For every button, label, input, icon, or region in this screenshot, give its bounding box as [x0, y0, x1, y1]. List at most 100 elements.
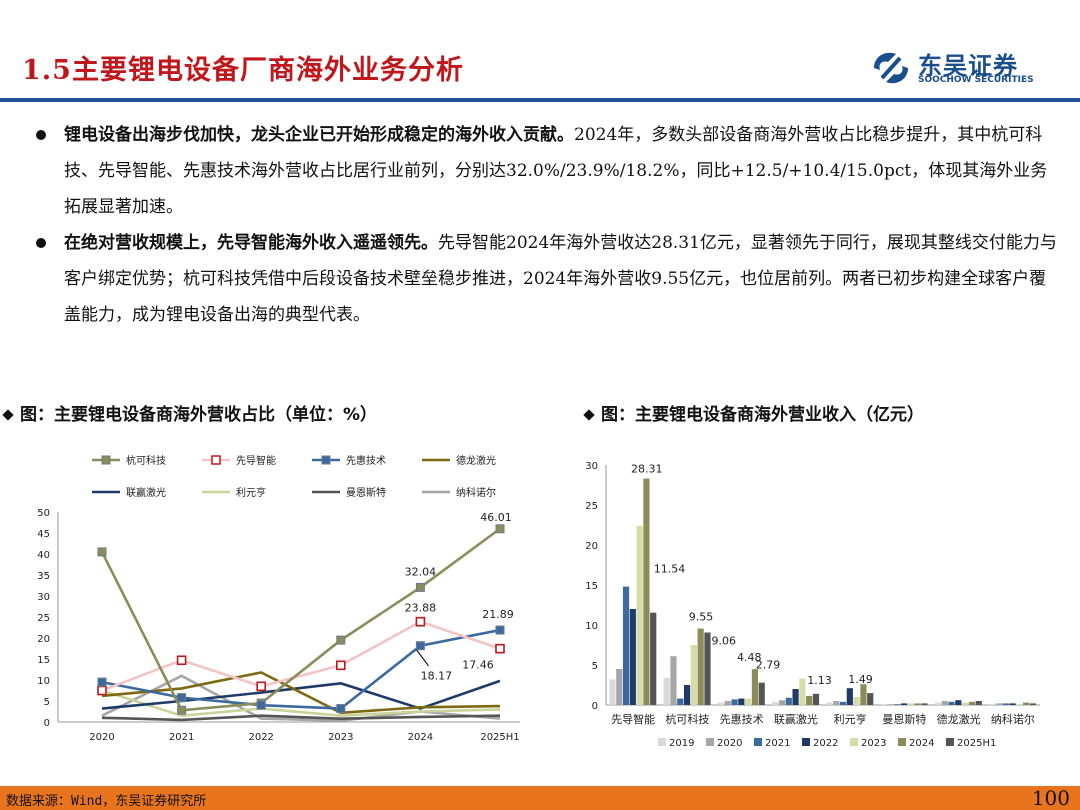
bar: [650, 612, 657, 705]
y-tick-label: 50: [37, 508, 50, 519]
bar: [948, 701, 955, 705]
legend-swatch: [802, 738, 810, 746]
bullet-list: 锂电设备出海步伐加快，龙头企业已开始形成稳定的海外收入贡献。2024年，多数头部…: [34, 117, 1059, 333]
bar: [677, 698, 684, 705]
x-tick-label: 纳科诺尔: [991, 712, 1035, 726]
legend-label: 联赢激光: [126, 486, 166, 499]
x-tick-label: 曼恩斯特: [882, 712, 926, 726]
left-chart-title: 图：主要锂电设备商海外营收占比（单位：%）: [2, 400, 378, 425]
bar: [900, 703, 908, 705]
legend-item: 先惠技术: [312, 454, 386, 467]
legend-swatch: [706, 738, 714, 746]
data-label: 1.13: [807, 674, 832, 687]
x-tick-label: 2020: [89, 732, 114, 743]
data-label: 18.17: [421, 670, 453, 683]
legend-label: 2023: [861, 738, 886, 749]
page-title: 1.5主要锂电设备厂商海外业务分析: [22, 55, 464, 86]
overseas-revenue-bar-chart: 0 5 10 15 20 25 30 先导智能 杭可科技 先惠技术 联赢激光 利元亨 曼恩斯特 德龙激光纳…: [585, 461, 1040, 749]
series-point: [495, 524, 505, 534]
series-point: [256, 681, 266, 692]
bar: [894, 704, 901, 705]
y-tick-label: 5: [592, 661, 598, 672]
legend-label: 2024: [909, 738, 934, 749]
x-tick-label: 2024: [408, 732, 433, 743]
data-label: 9.55: [689, 611, 714, 624]
series-point: [335, 660, 346, 671]
bullet-text: 2024年，多数头部设备商海外营收占比稳步提升，其中杭可科技、先导智能、先惠技术…: [64, 125, 1048, 217]
bar: [670, 656, 677, 705]
series-line: [101, 628, 501, 710]
overseas-ratio-line-chart: 0 5 10 15 20 25 30 35 40 45 50 2020 2021 2022 2023 2024…: [37, 454, 520, 743]
bar: [697, 628, 704, 705]
legend-label: 2025H1: [957, 738, 996, 749]
legend-label: 先导智能: [236, 454, 276, 467]
legend-label: 2021: [765, 738, 790, 749]
bar: [914, 703, 921, 705]
data-label: 17.46: [462, 659, 494, 672]
legend-swatch: [898, 738, 906, 746]
series-line: [101, 679, 501, 710]
legend-item: 德龙激光: [422, 454, 496, 467]
data-label: 1.49: [848, 673, 873, 686]
bar: [690, 645, 697, 705]
bar: [880, 704, 887, 705]
footer-bar: 数据来源：Wind，东吴证券研究所 100: [0, 786, 1080, 810]
bullet-item: 在绝对营收规模上，先导智能海外收入遥遥领先。先导智能2024年海外营收达28.3…: [34, 225, 1059, 333]
legend-item: 2025H1: [946, 738, 996, 749]
series-point: [495, 625, 505, 635]
brand-logo: 东吴证券 SOOCHOW SECURITIES: [870, 48, 1060, 90]
series-line: [101, 620, 501, 692]
page-number: 100: [1031, 786, 1070, 810]
series-point: [495, 643, 505, 654]
x-tick-label: 德龙激光: [937, 712, 981, 726]
data-label: 28.31: [631, 463, 663, 476]
bar: [812, 693, 820, 705]
bar: [995, 703, 1003, 705]
bar: [955, 700, 962, 705]
bar: [853, 697, 860, 705]
series-point: [336, 704, 346, 714]
bullet-item: 锂电设备出海步伐加快，龙头企业已开始形成稳定的海外收入贡献。2024年，多数头部…: [34, 117, 1059, 225]
y-tick-label: 35: [37, 571, 50, 582]
bar: [887, 704, 894, 705]
bullet-bold-text: 锂电设备出海步伐加快，龙头企业已开始形成稳定的海外收入贡献。: [64, 125, 574, 145]
y-tick-label: 20: [37, 634, 50, 645]
bar: [792, 689, 799, 705]
series-point: [177, 693, 187, 703]
x-tick-label: 先导智能: [611, 712, 655, 726]
left-chart-title-text: 图：主要锂电设备商海外营收占比（单位：%）: [20, 405, 378, 425]
data-label: 4.48: [737, 651, 762, 664]
bar: [867, 693, 874, 705]
bar: [704, 632, 711, 705]
x-tick-label: 利元亨: [834, 712, 867, 726]
bar: [785, 697, 792, 705]
data-label: 32.04: [405, 565, 437, 578]
bar: [731, 699, 738, 705]
legend-item: 2019: [658, 738, 694, 749]
bullet-dot-icon: [36, 238, 46, 248]
logo-text-cn: 东吴证券: [918, 52, 1018, 80]
bar: [622, 586, 630, 705]
legend-marker: [321, 455, 331, 465]
legend-marker: [101, 455, 111, 465]
right-chart-title-text: 图：主要锂电设备商海外营业收入（亿元）: [601, 405, 924, 425]
bar: [806, 695, 813, 705]
soochow-logo-icon: [874, 52, 908, 84]
bar: [839, 701, 847, 705]
legend-swatch: [850, 738, 858, 746]
bar: [1016, 704, 1023, 705]
bar: [833, 701, 840, 705]
x-tick-label: 联赢激光: [774, 712, 818, 726]
y-tick-label: 15: [585, 581, 598, 592]
y-tick-label: 25: [37, 613, 50, 624]
bar: [616, 669, 623, 705]
y-tick-label: 30: [585, 461, 598, 472]
y-tick-label: 0: [44, 718, 50, 729]
bar: [738, 698, 745, 705]
diamond-icon: [2, 409, 14, 421]
x-tick-label: 2022: [248, 732, 273, 743]
y-tick-label: 45: [37, 529, 50, 540]
legend-item: 2024: [898, 738, 934, 749]
legend-label: 2020: [717, 738, 742, 749]
bar: [636, 525, 643, 705]
